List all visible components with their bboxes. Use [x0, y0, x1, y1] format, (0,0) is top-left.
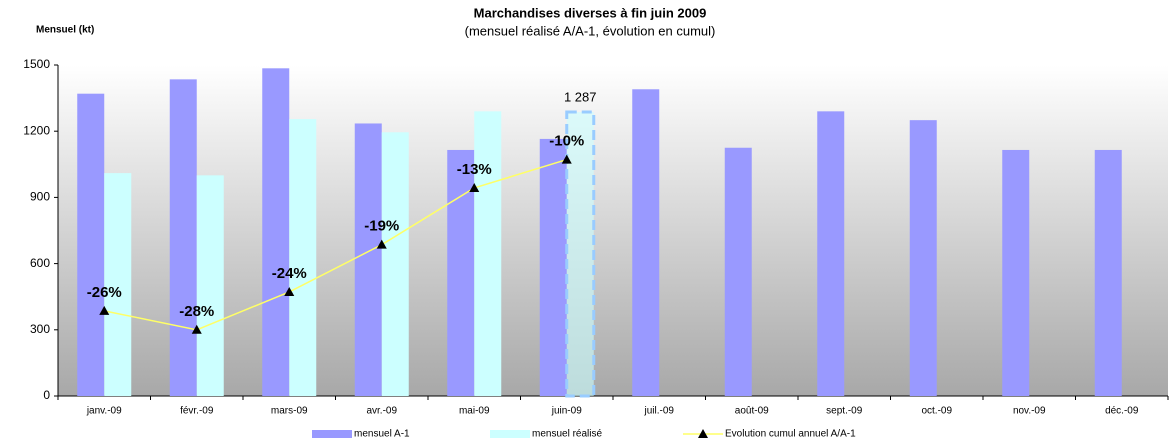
data-label: 1 287 [564, 89, 597, 104]
bar [1002, 149, 1030, 396]
x-tick-label: juil.-09 [644, 406, 675, 417]
bar [474, 111, 502, 396]
bar [817, 111, 845, 396]
x-tick-label: mars-09 [271, 406, 308, 417]
legend-marker [698, 429, 708, 438]
bar [909, 120, 937, 397]
x-tick-label: août-09 [735, 406, 769, 417]
data-label: -10% [549, 133, 584, 150]
y-axis-label: Mensuel (kt) [36, 25, 94, 36]
bar [1094, 149, 1122, 396]
data-label: -24% [272, 265, 307, 282]
marker [191, 324, 202, 334]
y-tick-label: 1200 [23, 123, 50, 137]
bar [724, 147, 752, 396]
marker [284, 286, 295, 296]
x-tick-label: nov.-09 [1013, 406, 1046, 417]
marker [99, 305, 110, 315]
bar [289, 119, 317, 397]
line [104, 158, 567, 331]
bar [539, 138, 567, 396]
legend-label: mensuel A-1 [354, 429, 410, 440]
legend-swatch [490, 430, 530, 438]
x-tick-label: janv.-09 [86, 406, 122, 417]
bar [381, 132, 409, 396]
x-tick-label: oct.-09 [921, 406, 952, 417]
bar [169, 79, 197, 397]
x-tick-label: déc.-09 [1105, 406, 1139, 417]
bar [77, 93, 105, 396]
bar [565, 110, 596, 398]
plot-area [58, 65, 1168, 396]
bar [447, 149, 475, 396]
bar [104, 173, 132, 396]
bar [354, 123, 382, 396]
bar [632, 89, 660, 397]
bar [262, 68, 290, 396]
bar [196, 175, 224, 396]
data-label: -26% [87, 284, 122, 301]
x-tick-label: sept.-09 [826, 406, 863, 417]
data-label: -19% [364, 218, 399, 235]
y-tick-label: 300 [30, 322, 50, 336]
x-tick-label: juin-09 [551, 406, 582, 417]
marker [469, 182, 480, 192]
x-tick-label: févr.-09 [180, 406, 214, 417]
marker [376, 239, 387, 249]
y-tick-label: 900 [30, 190, 50, 204]
x-tick-label: avr.-09 [366, 406, 397, 417]
chart-subtitle: (mensuel réalisé A/A-1, évolution en cum… [465, 23, 716, 38]
data-label: -28% [179, 303, 214, 320]
marker [561, 154, 572, 164]
legend-label: mensuel réalisé [532, 429, 602, 440]
legend-label: Evolution cumul annuel A/A-1 [725, 429, 856, 440]
chart-title: Marchandises diverses à fin juin 2009 [474, 5, 707, 20]
legend-swatch [312, 430, 352, 438]
y-tick-label: 0 [43, 388, 50, 402]
y-tick-label: 600 [30, 256, 50, 270]
data-label: -13% [457, 161, 492, 178]
y-tick-label: 1500 [23, 57, 50, 71]
x-tick-label: mai-09 [459, 406, 490, 417]
